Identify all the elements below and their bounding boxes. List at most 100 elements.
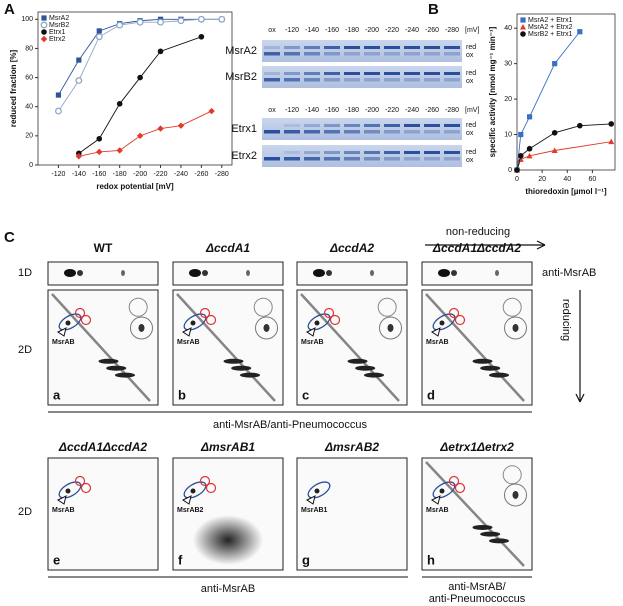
panel-letter: A [4,1,15,18]
protein-label: Etrx1 [231,123,257,135]
point [577,29,583,35]
spot-outline [432,481,456,499]
band [284,46,300,49]
blot-spot [489,538,509,544]
spot-arrow [306,495,316,505]
point [608,121,615,127]
strain-label: ΔccdA1 [205,241,250,255]
legend-label: MsrB2 [49,22,69,29]
band [284,52,300,56]
band [384,151,400,154]
spot-outline [58,481,82,499]
legend-label: MsrA2 [49,15,69,22]
lane-label: ox [268,27,276,34]
blot-1d [296,261,408,286]
band [404,124,420,127]
point [608,138,615,145]
band [264,52,280,56]
spot-label: MsrAB [177,339,200,346]
lane-label: -280 [445,27,459,34]
strain-label: ΔmsrAB2 [324,440,379,454]
blot-spot [472,358,493,364]
band [344,124,360,127]
spot-arrow [57,495,67,505]
blot-1d-band [326,270,332,276]
point [75,77,83,84]
band [344,157,360,161]
state-label: ox [466,157,474,164]
panel-letter: c [302,387,309,402]
band [384,72,400,75]
series-line [78,36,202,154]
gel-strip [262,40,462,62]
point [55,92,62,98]
blot-streak [300,293,400,402]
spot-circle [454,482,466,494]
point [177,122,185,129]
legend-label: MsrA2 + Etrx1 [528,17,573,24]
point [551,147,558,153]
lane-label: -240 [405,107,419,114]
band [304,124,320,127]
band [364,151,380,154]
band [304,72,320,75]
spot-outline [432,313,456,331]
strain-label: WT [94,241,113,255]
arrow-head [536,240,546,250]
blot-1d-band [246,270,250,276]
x-tick-label: 20 [538,176,546,183]
blot-1d-band [64,269,76,277]
band [264,46,280,49]
point [577,122,583,129]
point [518,131,524,138]
band [344,151,360,154]
x-tick-label: -160 [92,171,106,178]
antibody-label: anti-MsrAB [542,267,596,279]
x-tick-label: 60 [588,176,596,183]
band [384,124,400,127]
state-label: red [466,122,476,129]
band [424,151,440,154]
y-tick-label: 30 [504,60,512,67]
point [197,15,205,23]
y-tick-label: 0 [29,162,33,169]
antibody-label: anti-MsrAB/anti-Pneumococcus [213,419,368,431]
band [344,78,360,82]
point [198,33,205,40]
y-tick-label: 40 [25,104,33,111]
band [264,78,280,82]
spot-circle [448,307,460,319]
band [444,78,460,82]
band [264,130,280,134]
blot-spot [489,372,509,378]
x-tick-label: -240 [174,171,188,178]
spot-label: MsrAB1 [301,507,328,514]
point [526,145,533,152]
direction-label: non-reducing [446,226,510,238]
band [384,157,400,161]
blot-circle [253,297,273,317]
spot-circle [199,307,211,319]
band [424,52,440,56]
plot-frame [37,11,233,166]
blot-spot [512,323,519,332]
band [444,130,460,134]
band [424,46,440,49]
row-label: 2D [18,506,32,518]
lane-label: -280 [445,107,459,114]
band [444,157,460,161]
blot-1d [172,261,284,286]
band [264,72,280,75]
antibody-label: anti-Pneumococcus [429,593,526,605]
spot-outline [183,313,207,331]
band [424,72,440,75]
spot [65,488,71,494]
lane-label: -200 [365,107,379,114]
series-line [58,18,222,96]
point [136,132,144,140]
panel-letter: e [53,552,60,567]
blot-1d-band [313,269,325,277]
legend-marker [40,21,48,29]
lane-label: -160 [325,27,339,34]
spot [439,488,445,494]
